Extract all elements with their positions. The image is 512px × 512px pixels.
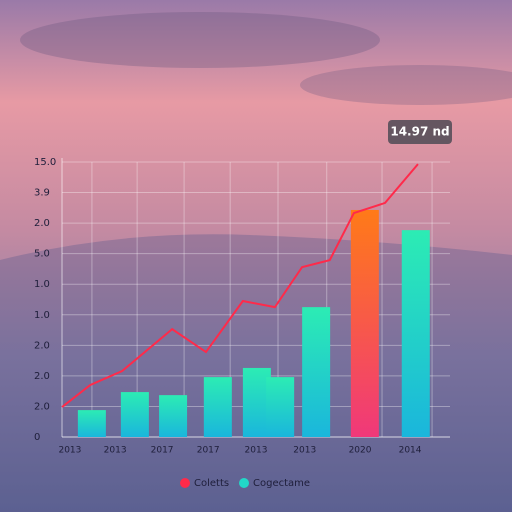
- legend-swatch: [239, 478, 249, 488]
- y-tick-label: 2.0: [34, 218, 50, 229]
- legend-label: Coletts: [194, 478, 229, 489]
- y-tick-label: 2.0: [34, 371, 50, 382]
- x-tick-label: 2013: [58, 446, 81, 456]
- y-tick-label: 1.0: [34, 279, 50, 290]
- annotation: 14.97 nd: [390, 125, 449, 139]
- y-tick-label: 5.0: [34, 249, 50, 260]
- cloud: [20, 12, 380, 68]
- y-tick-label: 15.0: [34, 157, 56, 168]
- y-tick-label: 2.0: [34, 340, 50, 351]
- x-tick-label: 2020: [349, 446, 372, 456]
- bar: [302, 307, 331, 437]
- bar: [203, 377, 232, 437]
- x-tick-label: 2017: [197, 446, 220, 456]
- y-tick-label: 1.0: [34, 310, 50, 321]
- x-tick-label: 2014: [399, 446, 422, 456]
- y-tick-label: 3.9: [34, 188, 50, 199]
- x-tick-label: 2013: [245, 446, 268, 456]
- bar: [120, 392, 149, 437]
- x-tick-label: 2013: [293, 446, 316, 456]
- bar: [159, 395, 188, 437]
- bar: [266, 377, 295, 437]
- x-tick-label: 2017: [151, 446, 174, 456]
- cloud: [300, 65, 512, 105]
- annotation-box: [388, 120, 452, 144]
- x-tick-label: 2013: [104, 446, 127, 456]
- bar: [77, 410, 106, 437]
- line: [61, 163, 419, 408]
- y-tick-label: 2.0: [34, 401, 50, 412]
- bar: [350, 209, 379, 437]
- legend-swatch: [180, 478, 190, 488]
- legend-label: Cogectame: [253, 478, 310, 489]
- y-tick-label: 0: [34, 432, 40, 443]
- bar: [401, 230, 430, 437]
